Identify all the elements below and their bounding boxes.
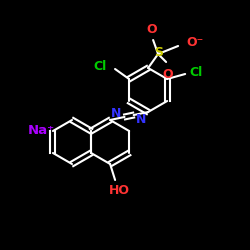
Text: N: N [136, 112, 146, 126]
Text: S: S [154, 46, 164, 60]
Text: O: O [147, 23, 158, 36]
Text: HO: HO [108, 184, 130, 197]
Text: Cl: Cl [94, 60, 107, 74]
Text: O: O [163, 68, 173, 81]
Text: N: N [111, 108, 122, 120]
Text: Na⁺: Na⁺ [28, 124, 55, 136]
Text: Cl: Cl [189, 66, 202, 80]
Text: O⁻: O⁻ [186, 36, 203, 49]
